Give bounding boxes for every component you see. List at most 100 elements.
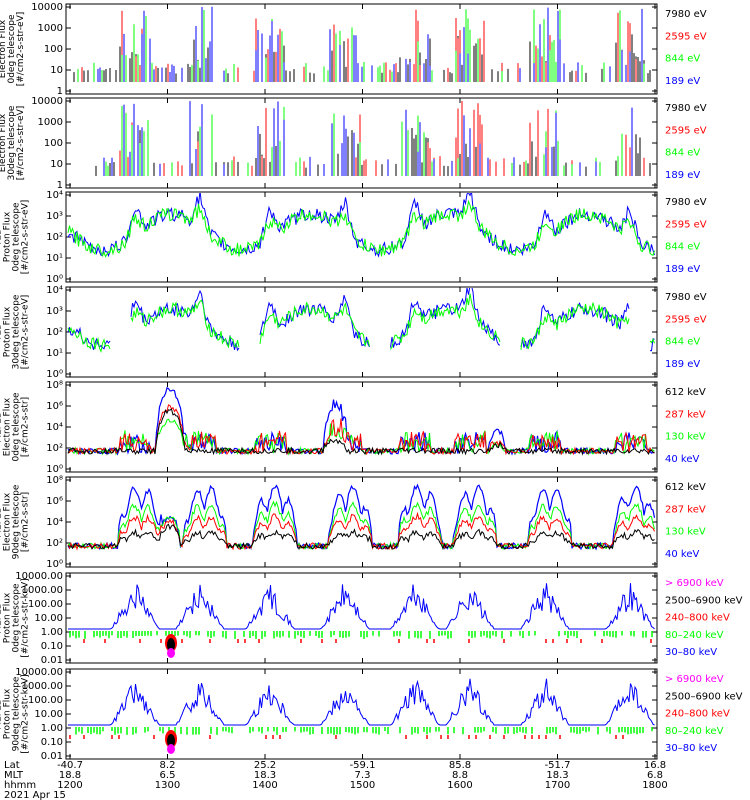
hhmm-tick-label: 1700	[545, 780, 570, 791]
y-axis-label: MEPEDProton Flux90deg telescope[#/cm2-s-…	[0, 674, 31, 753]
legend-entry: 30–80 keV	[665, 743, 717, 754]
y-tick-label: 10⁴	[46, 422, 63, 433]
y-axis-label: TEDProton Flux0deg telescope[#/cm2-s-str…	[0, 200, 31, 275]
lat-tick-label: 85.8	[449, 760, 471, 771]
trace-group	[67, 288, 655, 353]
y-axis-label-line: [#/cm2-s-str]	[21, 397, 31, 457]
y-axis-label: MEPEDElectron Flux90deg telescope[#/cm2-…	[0, 484, 31, 559]
y-axis-label-line: 90deg telescope	[12, 676, 22, 751]
panel-frame	[65, 572, 658, 664]
trace-group	[68, 583, 655, 658]
legend-entry: 189 eV	[665, 170, 700, 181]
lat-tick-label: 16.8	[644, 760, 666, 771]
y-tick-label: 0.10	[41, 641, 63, 652]
legend-entry: 2595 eV	[665, 314, 707, 325]
trace-green	[67, 500, 655, 551]
trace-green	[67, 199, 655, 258]
lat-tick-label: -59.1	[350, 760, 376, 771]
y-axis-label-line: MEPED	[0, 506, 4, 538]
hhmm-tick-label: 1800	[642, 780, 667, 791]
mlt-tick-label: 6.8	[647, 770, 663, 781]
panel-8: 10000.00 1000.00 100.00 10.00 1.00 0.10 0.01 ME…	[0, 667, 743, 762]
lat-tick-label: 25.2	[254, 760, 276, 771]
trace-red	[69, 735, 624, 739]
trace-red	[67, 511, 655, 551]
trace-group	[67, 193, 655, 258]
y-tick-label: 0.10	[41, 737, 63, 748]
y-tick-label: 10⁴	[46, 517, 63, 528]
y-tick-label: 1	[57, 180, 63, 191]
mlt-tick-label: 7.3	[355, 770, 371, 781]
y-axis-label-line: TED	[0, 323, 4, 342]
hhmm-tick-label: 1500	[350, 780, 375, 791]
y-axis-label-line: Electron Flux	[0, 19, 8, 78]
y-axis-label-line: [#/cm2-s-str]	[21, 492, 31, 552]
mlt-tick-label: 18.8	[59, 770, 81, 781]
legend-entry: 287 keV	[665, 409, 706, 420]
legend-entry: 844 eV	[665, 337, 700, 348]
panel-frame	[65, 286, 658, 378]
lat-tick-label: 8.2	[160, 760, 176, 771]
panel-3: 10⁴ 10³ 10² 10¹ 10⁰ TEDProton Flux0deg telesc…	[0, 190, 707, 285]
hhmm-tick-label: 1600	[447, 780, 472, 791]
legend-entry: 7980 eV	[665, 103, 707, 114]
legend-entry: 7980 eV	[665, 197, 707, 208]
trace-black	[95, 128, 651, 176]
panel-2: 10000 1000 100 10 1 Electron Flux30deg telesc…	[0, 96, 707, 191]
trace-black	[68, 523, 655, 551]
y-tick-label: 10⁶	[46, 401, 63, 412]
mlt-tick-label: 6.5	[160, 770, 176, 781]
y-tick-label: 1.00	[41, 723, 63, 734]
legend-entry: 2500–6900 keV	[665, 691, 743, 702]
y-axis-label: Electron Flux30deg telescope[#/cm2-s-str…	[0, 105, 26, 180]
legend-entry: 612 keV	[665, 387, 706, 398]
y-tick-label: 10¹	[46, 348, 63, 359]
y-axis-label-line: [#/cm2-s-str-keV]	[21, 578, 31, 657]
saa-black	[167, 638, 175, 652]
trace-blue	[67, 193, 655, 258]
legend-entry: 40 keV	[665, 454, 699, 465]
y-tick-label: 10000.00	[15, 667, 63, 678]
legend-entry: 189 eV	[665, 359, 700, 370]
saa-magenta	[167, 744, 175, 754]
y-tick-label: 10⁰	[46, 464, 63, 475]
y-tick-label: 10000.00	[15, 571, 63, 582]
mlt-tick-label: 18.3	[254, 770, 276, 781]
y-axis-label: MEPEDProton Flux0deg telescope[#/cm2-s-s…	[0, 578, 31, 657]
saa-black	[167, 734, 175, 748]
y-axis-label-line: Proton Flux	[3, 211, 13, 262]
legend-entry: 240–800 keV	[665, 709, 730, 720]
legend-entry: 7980 eV	[665, 9, 707, 20]
trace-blue	[103, 101, 633, 176]
hhmm-tick-label: 1300	[155, 780, 180, 791]
y-tick-label: 10⁰	[46, 369, 63, 380]
lat-tick-label: -51.7	[545, 760, 571, 771]
y-tick-label: 10¹	[46, 253, 63, 264]
trace-group	[67, 387, 655, 456]
y-axis-label-line: 30deg telescope	[12, 294, 22, 369]
y-axis-label-line: 0deg telescope	[12, 392, 22, 462]
panel-6: 10⁸ 10⁶ 10⁴ 10² 10⁰ MEPEDElectron Flux90deg t…	[0, 475, 706, 570]
y-tick-label: 10²	[46, 232, 63, 243]
y-axis-label-line: Proton Flux	[3, 592, 13, 643]
panel-7: 10000.00 1000.00 100.00 10.00 1.00 0.10 0.01 ME…	[0, 571, 743, 666]
trace-red	[83, 639, 652, 643]
y-tick-label: 0.01	[41, 655, 63, 666]
trace-black	[67, 408, 655, 456]
y-axis-label: Electron Flux0deg telescope[#/cm2-s-str-…	[0, 12, 26, 87]
y-axis-label-line: Electron Flux	[3, 397, 13, 456]
y-axis-label-line: [#/cm2-s-str-eV]	[16, 12, 26, 87]
legend-entry: 2500–6900 keV	[665, 595, 743, 606]
y-tick-label: 10⁴	[46, 285, 63, 296]
y-tick-label: 10000	[31, 2, 63, 13]
axis-row-label: hhmm	[4, 780, 36, 791]
y-axis-label-line: TED	[0, 228, 4, 247]
trace-group	[68, 678, 655, 754]
hhmm-tick-label: 1400	[252, 780, 277, 791]
y-axis-label: TEDProton Flux30deg telescope[#/cm2-s-st…	[0, 294, 31, 369]
legend-entry: 844 eV	[665, 54, 700, 65]
mlt-tick-label: 8.8	[452, 770, 468, 781]
y-tick-label: 10⁴	[46, 190, 63, 201]
date-label: 2021 Apr 15	[4, 790, 66, 800]
trace-green	[75, 727, 653, 735]
